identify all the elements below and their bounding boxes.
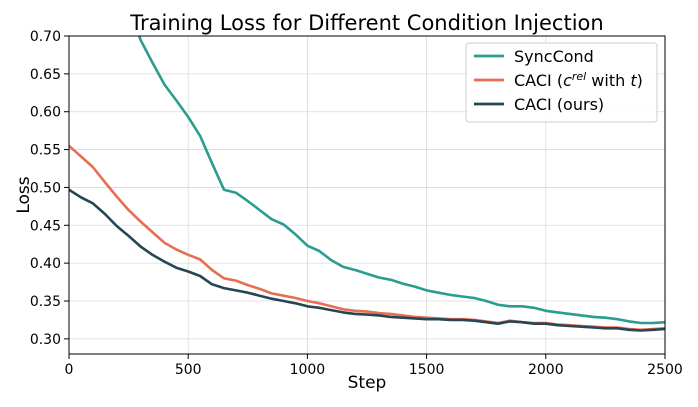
legend-entry-caci-ours: CACI (ours)	[474, 95, 604, 114]
x-tick-label: 1500	[409, 362, 445, 378]
x-tick-label: 500	[175, 362, 202, 378]
plot-frame	[68, 35, 666, 355]
chart-title: Training Loss for Different Condition In…	[129, 11, 603, 35]
y-axis-label: Loss	[14, 176, 34, 213]
legend-frame	[465, 42, 658, 123]
y-tick-label: 0.65	[30, 67, 61, 83]
series-line-caci-ours	[69, 188, 665, 332]
y-tick-label: 0.70	[30, 29, 61, 45]
x-tick-label: 0	[65, 362, 74, 378]
y-tick-label: 0.60	[30, 105, 61, 121]
y-tick-label: 0.45	[30, 218, 61, 234]
axis-ticks: 0 500 1000 1500 2000 2500 0.30 0.35 0.40 0.45 0.50…	[30, 29, 683, 378]
x-tick-label: 2000	[528, 362, 564, 378]
legend-entry-caci-c-rel-with-t: CACI (crel with t)	[474, 70, 643, 91]
x-tick-label: 2500	[647, 362, 683, 378]
legend-label: CACI (ours)	[514, 95, 604, 114]
series-lines	[69, 36, 665, 332]
x-axis-label: Step	[348, 373, 387, 393]
y-tick-label: 0.55	[30, 143, 61, 159]
legend-label: SyncCond	[514, 47, 594, 66]
legend-entry-synccond: SyncCond	[474, 47, 594, 66]
series-line-synccond	[137, 36, 665, 325]
y-tick-label: 0.50	[30, 180, 61, 196]
series-line-caci-c-rel-with-t	[69, 144, 665, 332]
y-tick-label: 0.35	[30, 294, 61, 310]
y-tick-label: 0.30	[30, 332, 61, 348]
x-tick-label: 1000	[290, 362, 326, 378]
legend-label: CACI (crel with t)	[514, 70, 643, 91]
y-tick-label: 0.40	[30, 256, 61, 272]
legend: SyncCond CACI (crel with t) CACI (ours)	[465, 42, 658, 123]
